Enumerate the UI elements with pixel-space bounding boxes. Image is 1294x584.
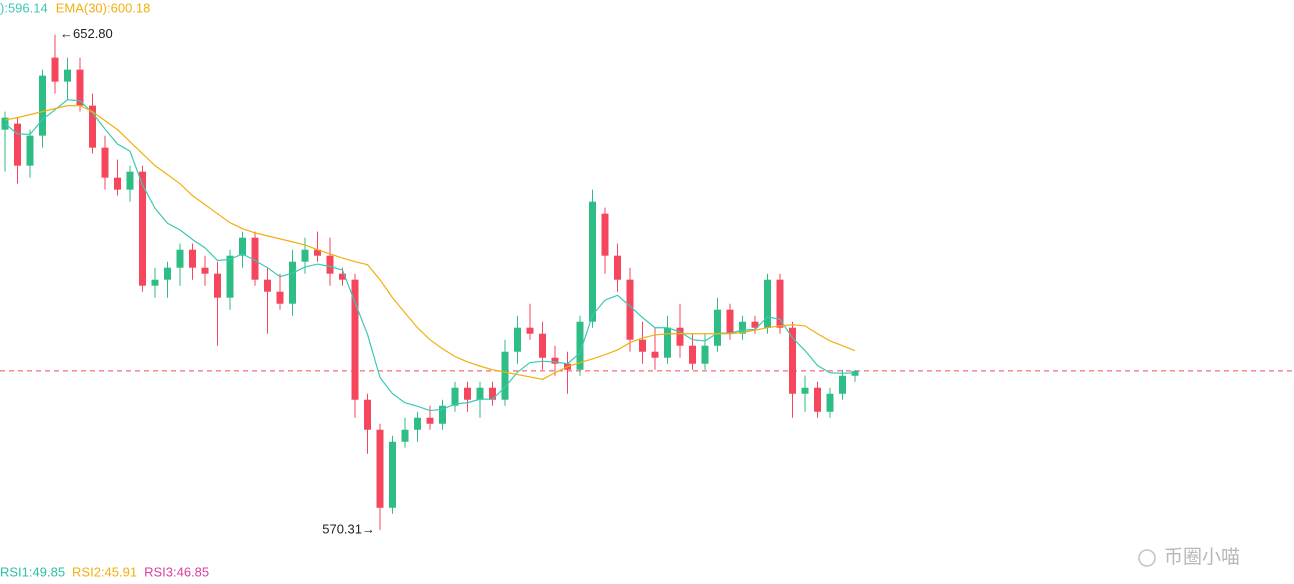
candle-body (776, 279, 784, 328)
candle-body (26, 135, 34, 166)
candle-body (726, 309, 734, 334)
candle-body (326, 255, 334, 274)
candle-body (189, 249, 196, 268)
candle-body (839, 375, 846, 394)
candle-body (389, 441, 396, 508)
candle-body (289, 261, 296, 304)
candle-body (339, 273, 346, 280)
candle-body (539, 333, 546, 358)
candle-body (464, 387, 471, 400)
candle-body (676, 327, 684, 346)
indicator-line (4, 105, 856, 380)
candle-body (51, 57, 59, 82)
candle-body (64, 69, 71, 82)
candle-body (14, 123, 21, 166)
low-label: 570.31 (322, 521, 362, 536)
indicator-line (4, 99, 856, 412)
candle-body (764, 279, 771, 328)
candle-body (714, 309, 721, 346)
candle-body (739, 321, 746, 334)
candle-body (239, 237, 246, 256)
candle-body (526, 327, 534, 334)
candle-body (101, 147, 109, 178)
candle-body (201, 267, 209, 274)
candle-body (39, 75, 46, 136)
rsi-entry: RSI2:45.91 (72, 564, 137, 579)
candle-body (151, 279, 159, 286)
candle-body (689, 345, 696, 364)
candle-body (226, 255, 234, 298)
candle-body (126, 171, 134, 190)
candle-body (589, 201, 596, 322)
candle-body (489, 387, 496, 400)
high-label: 652.80 (73, 26, 113, 41)
candle-body (351, 279, 359, 400)
rsi-entry: RSI1:49.85 (0, 564, 65, 579)
candle-body (89, 105, 96, 148)
candle-body (814, 387, 821, 412)
candle-body (451, 387, 459, 406)
candle-body (301, 249, 309, 262)
candle-body (614, 255, 621, 280)
candle-body (164, 267, 171, 280)
candle-body (426, 417, 434, 424)
rsi-entry: RSI3:46.85 (144, 564, 209, 579)
legend-entry: ):596.14 (0, 0, 48, 15)
candle-body (214, 273, 221, 298)
candle-body (276, 291, 284, 304)
candle-body (626, 279, 634, 340)
candle-body (651, 351, 659, 358)
candle-body (551, 357, 559, 364)
candle-body (414, 417, 421, 430)
candle-body (376, 429, 384, 508)
candle-body (176, 249, 184, 268)
candle-body (576, 321, 584, 370)
candle-body (501, 351, 509, 400)
watermark-text: 币圈小喵 (1164, 546, 1240, 568)
candle-body (801, 387, 809, 394)
candle-body (401, 429, 409, 442)
candle-body (789, 327, 796, 394)
watermark-icon (1138, 549, 1156, 567)
candle-body (139, 171, 146, 286)
watermark: 币圈小喵 (1138, 546, 1240, 568)
legend-entry: EMA(30):600.18 (56, 0, 151, 15)
candle-body (114, 177, 121, 190)
candle-body (826, 393, 834, 412)
candle-body (76, 69, 84, 106)
candle-body (364, 399, 371, 430)
candle-body (701, 345, 709, 364)
candle-body (664, 327, 671, 358)
candle-body (251, 237, 259, 280)
candle-body (751, 321, 759, 328)
candle-body (514, 327, 521, 352)
candle-body (476, 387, 484, 400)
candle-body (314, 249, 321, 256)
low-arrow: → (362, 521, 375, 536)
candle-body (439, 405, 446, 424)
candle-body (639, 339, 646, 352)
candle-body (601, 213, 609, 256)
high-arrow: ← (60, 26, 73, 41)
candle-body (264, 279, 271, 292)
